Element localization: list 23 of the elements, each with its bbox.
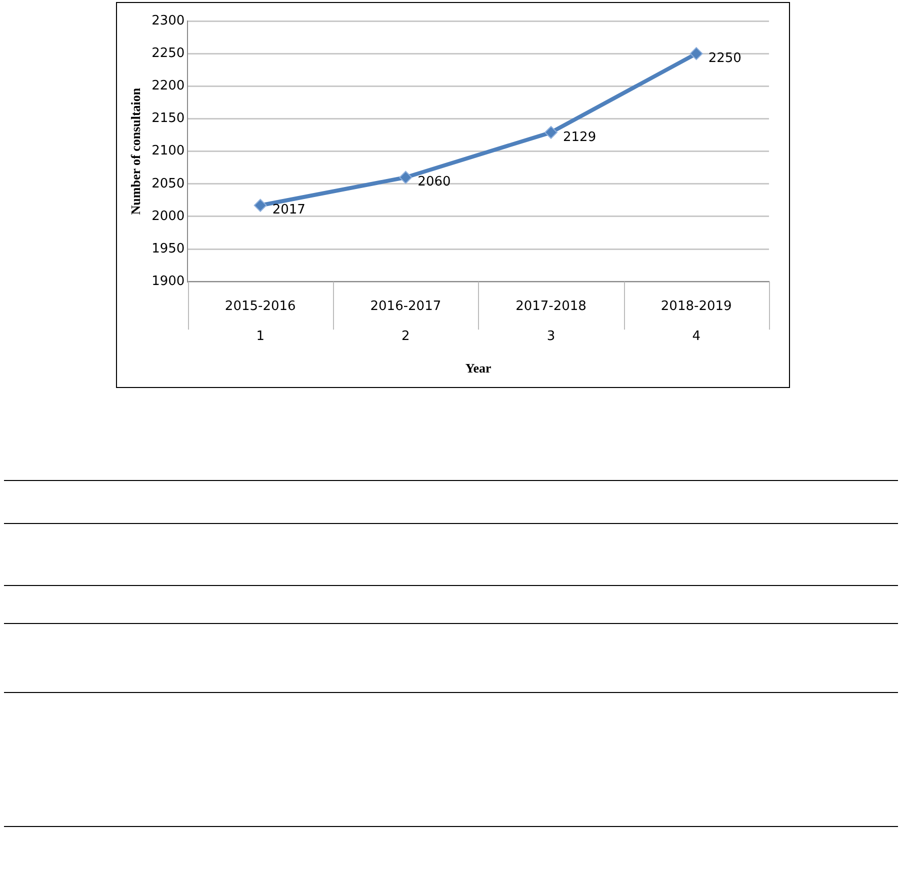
x-tick-label: 2017-2018 3: [516, 298, 586, 344]
x-tick-label: 2018-2019 4: [660, 298, 732, 344]
x-axis-title: Year: [465, 360, 492, 376]
point: [544, 126, 558, 139]
data-label: 2060: [418, 174, 451, 190]
point: [399, 170, 412, 184]
data-label: 2017: [272, 202, 306, 218]
point: [254, 198, 267, 212]
point: [690, 47, 703, 60]
y-tick-label: 2000: [152, 208, 185, 224]
y-tick-label: 2150: [152, 111, 185, 126]
y-tick-label: 2300: [152, 13, 185, 28]
y-tick-label: 1900: [152, 274, 185, 289]
y-tick-label: 2100: [152, 144, 185, 159]
y-tick-label: 2250: [152, 46, 185, 61]
x-tick-label: 2015-2016 1: [224, 298, 296, 344]
y-axis-title: Number of consultaion: [128, 87, 144, 215]
y-tick-label: 2200: [152, 78, 185, 94]
data-label: 2129: [563, 130, 596, 145]
x-tick-label: 2016-2017 2: [370, 298, 442, 344]
y-tick-label: 2050: [152, 176, 185, 192]
y-tick-label: 1950: [152, 241, 185, 256]
data-label: 2250: [708, 50, 742, 66]
